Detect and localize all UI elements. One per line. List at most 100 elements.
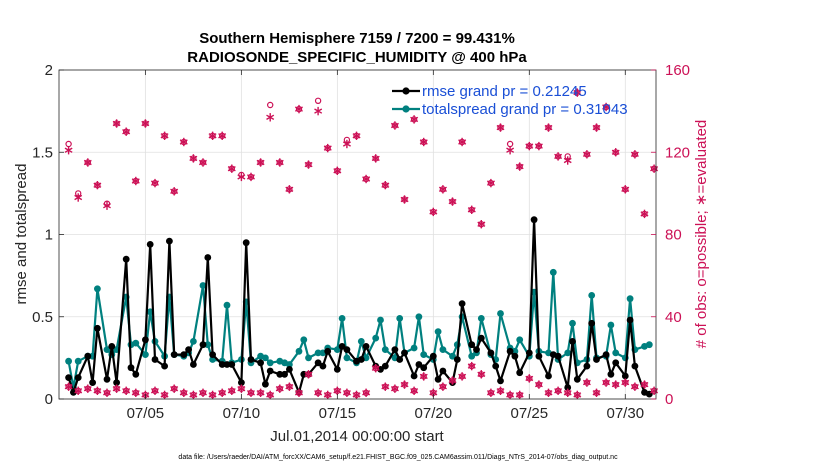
obs-evaluated-stroke — [602, 379, 611, 386]
rmse-point — [190, 361, 197, 368]
obs-evaluated-stroke — [506, 147, 515, 153]
chart-title-line2: RADIOSONDE_SPECIFIC_HUMIDITY @ 400 hPa — [187, 49, 527, 66]
rmse-point — [612, 359, 620, 367]
obs-evaluated-marker — [496, 123, 505, 132]
obs-evaluated-stroke — [122, 128, 131, 135]
obs-evaluated-marker — [419, 137, 428, 147]
obs-evaluated-stroke — [381, 182, 390, 188]
totalspread-point — [94, 285, 101, 293]
legend-spread-label: totalspread grand pr = 0.31043 — [422, 101, 628, 118]
obs-evaluated-marker — [83, 158, 92, 167]
obs-evaluated-stroke — [266, 114, 275, 121]
obs-low-evaluated-marker — [650, 386, 659, 395]
rmse-point — [626, 316, 634, 324]
obs-low-evaluated-marker — [93, 386, 102, 395]
obs-low-evaluated-marker — [611, 380, 620, 389]
obs-evaluated-marker — [122, 127, 131, 136]
rmse-point — [161, 362, 169, 370]
obs-evaluated-stroke — [630, 383, 639, 390]
obs-low-evaluated-marker — [179, 388, 188, 397]
rmse-point — [262, 380, 269, 388]
obs-evaluated-marker — [400, 195, 409, 204]
rmse-point — [554, 352, 562, 360]
obs-evaluated-stroke — [198, 159, 207, 166]
obs-low-evaluated-marker — [150, 386, 159, 395]
totalspread-point — [199, 282, 207, 289]
obs-evaluated-stroke — [131, 178, 140, 184]
obs-evaluated-marker — [285, 185, 294, 194]
rmse-point — [569, 338, 576, 345]
obs-low-evaluated-marker — [218, 388, 227, 397]
obs-evaluated-stroke — [218, 133, 227, 139]
rmse-point — [113, 379, 120, 386]
rmse-point — [468, 341, 476, 349]
totalspread-point — [262, 354, 269, 362]
obs-low-evaluated-marker — [170, 384, 179, 393]
obs-evaluated-marker — [640, 209, 649, 219]
obs-evaluated-stroke — [563, 390, 572, 396]
totalspread-point — [612, 349, 620, 357]
obs-evaluated-marker — [150, 178, 159, 188]
obs-low-evaluated-marker — [112, 384, 121, 393]
obs-evaluated-stroke — [544, 124, 553, 131]
obs-evaluated-marker — [592, 123, 601, 132]
obs-evaluated-stroke — [362, 176, 371, 182]
obs-low-evaluated-marker — [189, 390, 198, 400]
obs-evaluated-stroke — [304, 371, 313, 378]
rmse-point — [223, 361, 231, 368]
obs-evaluated-stroke — [237, 174, 246, 180]
obs-evaluated-stroke — [650, 388, 659, 394]
obs-evaluated-stroke — [93, 182, 102, 188]
legend-rmse-label: rmse grand pr = 0.21245 — [422, 83, 587, 100]
obs-low-evaluated-marker — [323, 390, 332, 400]
y-axis-label-right: # of obs: o=possible; ∗=evaluated — [693, 120, 710, 349]
totalspread-point — [266, 359, 274, 367]
rmse-point — [185, 346, 193, 353]
rmse-point — [497, 377, 504, 385]
obs-evaluated-stroke — [410, 388, 419, 394]
obs-low-evaluated-marker — [304, 370, 313, 379]
rmse-point — [142, 336, 149, 344]
obs-evaluated-marker — [381, 181, 390, 190]
obs-evaluated-stroke — [438, 383, 447, 390]
obs-low-evaluated-marker — [381, 382, 390, 391]
totalspread-point — [300, 336, 308, 344]
rmse-point — [545, 372, 552, 380]
rmse-point — [218, 361, 226, 368]
obs-evaluated-stroke — [621, 379, 630, 386]
obs-evaluated-stroke — [285, 383, 294, 390]
obs-low-evaluated-marker — [534, 380, 543, 389]
rmse-point — [94, 324, 101, 332]
obs-evaluated-stroke — [256, 390, 265, 396]
obs-evaluated-stroke — [650, 165, 659, 172]
obs-evaluated-marker — [602, 102, 611, 112]
rmse-point — [516, 369, 524, 377]
rmse-point — [166, 237, 173, 245]
obs-evaluated-marker — [410, 115, 419, 124]
obs-low-evaluated-marker — [477, 370, 486, 379]
obs-low-evaluated-marker — [390, 384, 399, 393]
x-tick-label: 07/30 — [607, 405, 645, 422]
rmse-point — [170, 351, 178, 358]
totalspread-point — [295, 347, 303, 355]
obs-low-evaluated-marker — [122, 386, 131, 395]
obs-low-evaluated-marker — [208, 390, 217, 400]
obs-evaluated-stroke — [506, 392, 515, 398]
obs-low-evaluated-marker — [333, 386, 342, 395]
obs-evaluated-marker — [458, 137, 467, 147]
obs-evaluated-marker — [227, 164, 236, 173]
obs-evaluated-stroke — [103, 390, 111, 396]
totalspread-point — [190, 338, 197, 345]
rmse-point — [338, 343, 346, 350]
obs-evaluated-stroke — [554, 153, 563, 160]
obs-low-evaluated-marker — [246, 388, 255, 397]
totalspread-point — [497, 310, 504, 317]
totalspread-point — [420, 351, 428, 358]
totalspread-point — [449, 352, 456, 360]
legend-rmse-marker — [402, 87, 410, 95]
obs-evaluated-stroke — [227, 165, 236, 172]
y-tick-label-right: 80 — [665, 227, 682, 244]
obs-evaluated-marker — [544, 123, 553, 132]
rmse-point — [319, 362, 327, 370]
obs-low-evaluated-marker — [467, 361, 476, 371]
